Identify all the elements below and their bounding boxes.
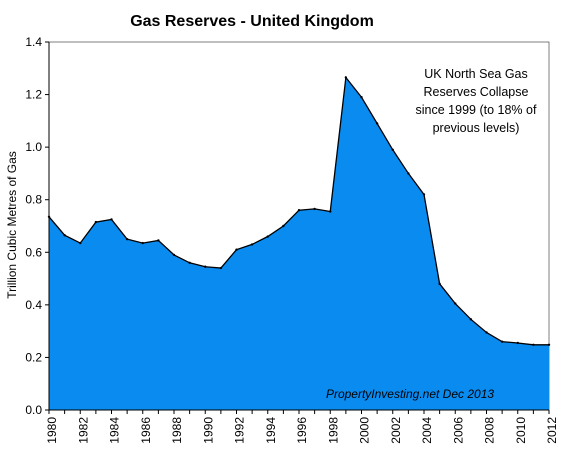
data-point <box>125 237 129 241</box>
annotation-line: Reserves Collapse <box>424 85 529 99</box>
data-point <box>407 172 410 175</box>
y-tick-label: 1.4 <box>25 35 42 49</box>
x-tick-label: 1988 <box>170 417 184 444</box>
y-tick-label: 0.8 <box>25 193 42 207</box>
data-point <box>313 207 316 211</box>
x-tick-label: 1992 <box>233 417 247 444</box>
data-point <box>219 266 223 270</box>
data-point <box>422 193 426 196</box>
y-tick-label: 0.6 <box>25 245 42 259</box>
data-point <box>250 243 254 246</box>
data-point <box>79 241 82 245</box>
data-point <box>235 248 238 251</box>
annotation-line: UK North Sea Gas <box>424 67 528 81</box>
y-tick-label: 0.4 <box>25 298 42 312</box>
chart-title: Gas Reserves - United Kingdom <box>130 13 374 30</box>
data-point <box>110 218 113 221</box>
area-series <box>47 75 551 410</box>
data-point <box>141 241 144 245</box>
data-point <box>485 331 488 334</box>
x-tick-label: 2004 <box>420 417 434 444</box>
data-point <box>204 265 207 268</box>
x-tick-label: 2006 <box>451 417 465 444</box>
x-tick-label: 1986 <box>139 417 153 444</box>
data-point <box>360 96 363 99</box>
data-point <box>391 148 394 151</box>
data-point <box>329 210 332 213</box>
x-tick-label: 1982 <box>76 417 90 444</box>
x-tick-label: 1998 <box>326 417 340 444</box>
chart-annotation: UK North Sea Gas Reserves Collapse since 1… <box>416 67 537 135</box>
data-point <box>63 234 66 237</box>
data-point <box>172 253 176 257</box>
data-point <box>344 76 348 79</box>
data-point <box>500 340 504 343</box>
data-point <box>157 239 160 242</box>
data-point <box>266 235 269 238</box>
x-tick-label: 1996 <box>295 417 309 444</box>
x-axis-ticks: 1980 1982 1984 1986 1988 1990 1992 1994 1996 1998… <box>45 410 559 444</box>
data-point <box>532 343 535 347</box>
x-tick-label: 2002 <box>389 417 403 444</box>
x-tick-label: 2012 <box>545 417 559 444</box>
data-point <box>94 220 98 224</box>
y-tick-label: 1.2 <box>25 88 42 102</box>
data-point <box>547 343 551 347</box>
y-axis-ticks: 0.0 0.2 0.4 0.6 0.8 1.0 1.2 1.4 <box>25 35 49 417</box>
data-point <box>469 318 473 321</box>
x-tick-label: 2008 <box>483 417 497 444</box>
area-fill <box>49 77 549 410</box>
x-tick-label: 2010 <box>514 417 528 444</box>
x-tick-label: 1980 <box>45 417 59 444</box>
data-point <box>454 302 457 305</box>
annotation-line: since 1999 (to 18% of <box>416 103 537 117</box>
y-axis-label: Trillion Cubic Metres of Gas <box>5 151 19 299</box>
data-point <box>282 224 285 228</box>
source-credit: PropertyInvesting.net Dec 2013 <box>326 387 494 401</box>
data-point <box>438 282 441 286</box>
data-point <box>188 261 191 264</box>
x-tick-label: 1984 <box>108 417 122 444</box>
data-point <box>516 341 519 345</box>
x-tick-label: 1994 <box>264 417 278 444</box>
x-tick-label: 2000 <box>358 417 372 444</box>
y-tick-label: 0.0 <box>25 403 42 417</box>
y-tick-label: 0.2 <box>25 350 42 364</box>
data-point <box>297 209 301 212</box>
annotation-line: previous levels) <box>433 121 520 135</box>
x-tick-label: 1990 <box>201 417 215 444</box>
data-point <box>375 122 379 125</box>
y-tick-label: 1.0 <box>25 140 42 154</box>
